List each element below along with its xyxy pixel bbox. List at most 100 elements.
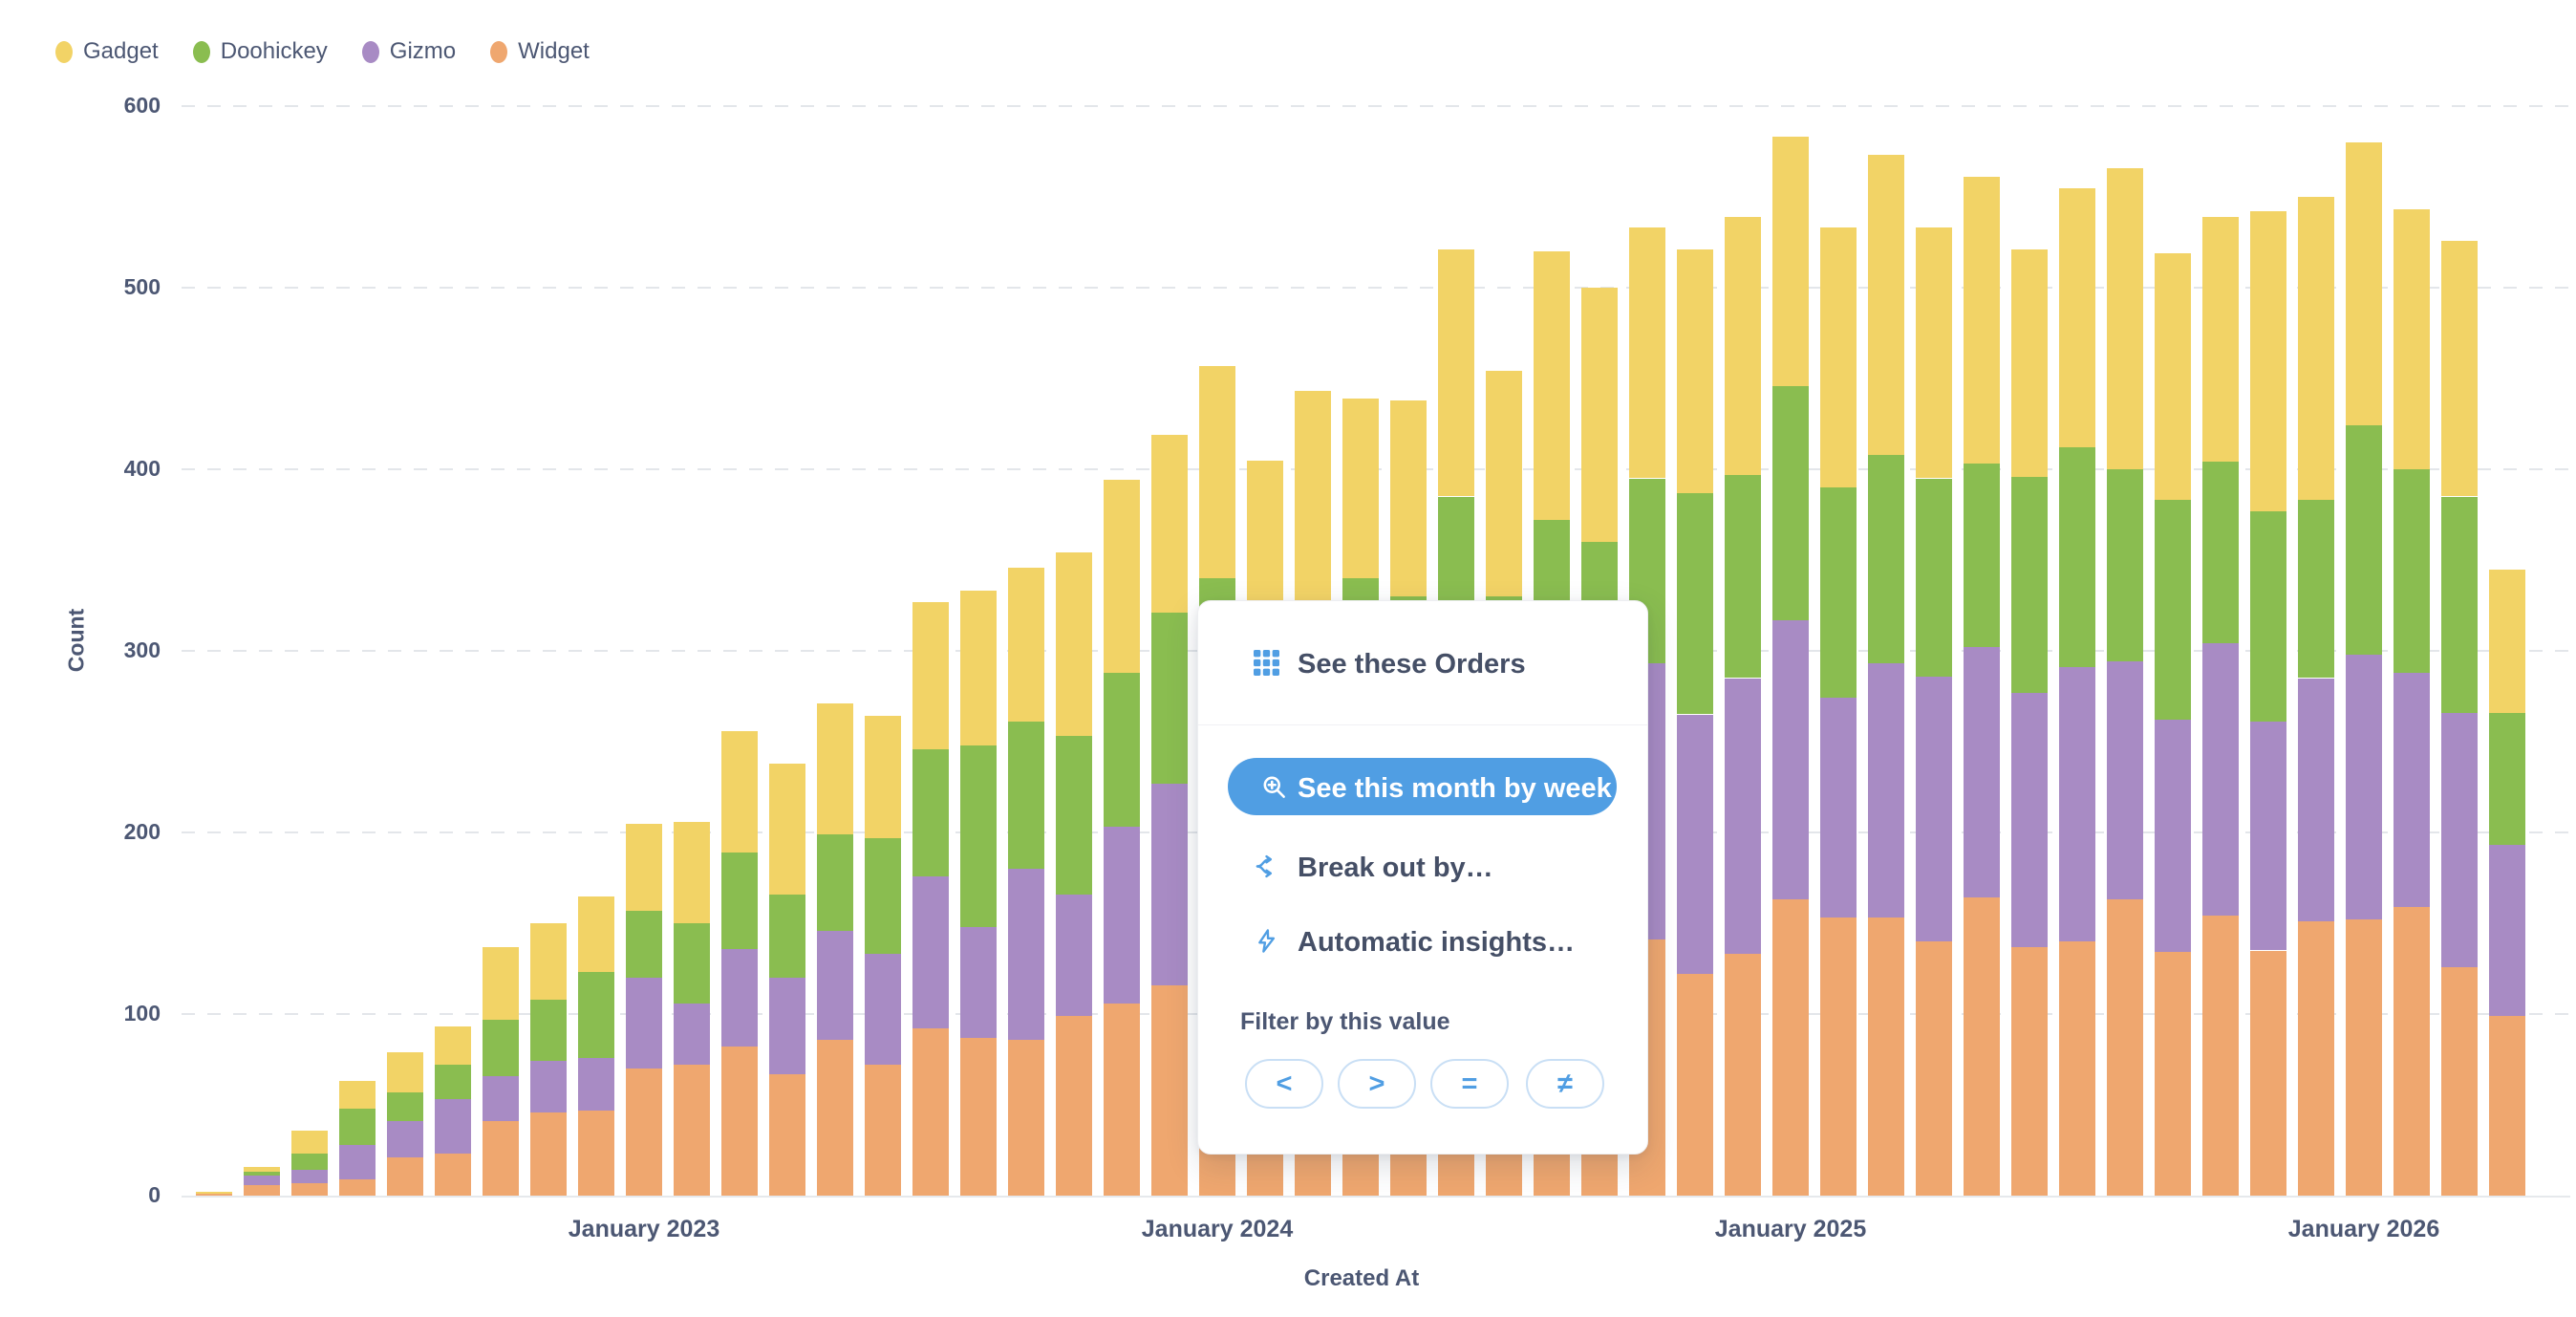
bar-segment-gadget-may-2024[interactable] bbox=[1390, 399, 1427, 596]
bar-segment-gadget-mar-2024[interactable] bbox=[1295, 391, 1331, 606]
bar-segment-gizmo-feb-2023[interactable] bbox=[674, 1003, 710, 1066]
filter-op-less-than-button[interactable]: < bbox=[1245, 1059, 1323, 1109]
bar-segment-doohickey-jan-2025[interactable] bbox=[1772, 385, 1809, 620]
bar-segment-gizmo-dec-2024[interactable] bbox=[1725, 678, 1761, 955]
legend-item-widget[interactable]: Widget bbox=[490, 38, 590, 65]
bar-segment-gadget-feb-2026[interactable] bbox=[2394, 209, 2430, 469]
bar-segment-gadget-nov-2024[interactable] bbox=[1677, 249, 1713, 493]
bar-segment-widget-oct-2022[interactable] bbox=[483, 1121, 519, 1196]
bar-segment-doohickey-may-2023[interactable] bbox=[817, 833, 853, 931]
bar-segment-gizmo-apr-2023[interactable] bbox=[769, 978, 805, 1074]
bar-segment-doohickey-feb-2023[interactable] bbox=[674, 923, 710, 1004]
bar-segment-widget-apr-2025[interactable] bbox=[1916, 941, 1952, 1196]
bar-segment-gizmo-feb-2026[interactable] bbox=[2394, 672, 2430, 907]
bar-segment-widget-sep-2022[interactable] bbox=[435, 1154, 471, 1196]
bar-segment-widget-mar-2026[interactable] bbox=[2441, 966, 2478, 1196]
bar-segment-widget-aug-2025[interactable] bbox=[2107, 899, 2143, 1196]
bar-segment-gadget-may-2025[interactable] bbox=[1964, 177, 2000, 464]
see-month-by-week-button[interactable]: See this month by week bbox=[1228, 758, 1617, 815]
filter-op-greater-than-button[interactable]: > bbox=[1338, 1059, 1416, 1109]
bar-segment-gizmo-may-2023[interactable] bbox=[817, 930, 853, 1040]
bar-segment-widget-jan-2025[interactable] bbox=[1772, 899, 1809, 1196]
bar-segment-doohickey-jul-2022[interactable] bbox=[339, 1108, 376, 1145]
legend-item-gizmo[interactable]: Gizmo bbox=[361, 38, 456, 65]
bar-segment-doohickey-oct-2023[interactable] bbox=[1056, 736, 1092, 895]
bar-segment-gizmo-jul-2023[interactable] bbox=[912, 875, 949, 1029]
bar-segment-widget-apr-2026[interactable] bbox=[2489, 1015, 2525, 1196]
bar-segment-gadget-apr-2023[interactable] bbox=[769, 763, 805, 895]
bar-segment-doohickey-aug-2022[interactable] bbox=[387, 1091, 423, 1122]
bar-segment-widget-dec-2022[interactable] bbox=[578, 1110, 614, 1196]
bar-segment-doohickey-oct-2022[interactable] bbox=[483, 1019, 519, 1076]
bar-segment-doohickey-feb-2025[interactable] bbox=[1820, 487, 1857, 699]
bar-segment-widget-feb-2026[interactable] bbox=[2394, 906, 2430, 1196]
bar-segment-gizmo-may-2025[interactable] bbox=[1964, 647, 2000, 898]
bar-segment-doohickey-mar-2023[interactable] bbox=[721, 852, 758, 949]
bar-segment-doohickey-mar-2025[interactable] bbox=[1868, 454, 1904, 664]
bar-segment-widget-sep-2025[interactable] bbox=[2155, 952, 2191, 1196]
bar-segment-widget-dec-2023[interactable] bbox=[1151, 984, 1188, 1196]
bar-segment-doohickey-dec-2024[interactable] bbox=[1725, 474, 1761, 679]
bar-segment-gadget-sep-2022[interactable] bbox=[435, 1026, 471, 1066]
bar-segment-doohickey-jul-2023[interactable] bbox=[912, 748, 949, 876]
bar-segment-gadget-jan-2025[interactable] bbox=[1772, 137, 1809, 386]
bar-segment-gadget-nov-2022[interactable] bbox=[530, 923, 567, 1000]
bar-segment-gizmo-jun-2022[interactable] bbox=[291, 1170, 328, 1183]
bar-segment-gizmo-sep-2023[interactable] bbox=[1008, 869, 1044, 1040]
bar-segment-doohickey-nov-2023[interactable] bbox=[1104, 672, 1140, 828]
bar-segment-doohickey-jan-2026[interactable] bbox=[2346, 425, 2382, 655]
bar-segment-widget-apr-2023[interactable] bbox=[769, 1073, 805, 1196]
bar-segment-gadget-dec-2023[interactable] bbox=[1151, 434, 1188, 614]
bar-segment-gizmo-jan-2026[interactable] bbox=[2346, 654, 2382, 920]
filter-op-equals-button[interactable]: = bbox=[1430, 1059, 1509, 1109]
bar-segment-widget-nov-2022[interactable] bbox=[530, 1112, 567, 1196]
bar-segment-gadget-jun-2024[interactable] bbox=[1438, 249, 1474, 497]
bar-segment-gadget-jun-2023[interactable] bbox=[865, 716, 901, 838]
bar-segment-gadget-aug-2023[interactable] bbox=[960, 591, 997, 745]
bar-segment-widget-feb-2025[interactable] bbox=[1820, 918, 1857, 1196]
bar-segment-doohickey-dec-2025[interactable] bbox=[2298, 500, 2334, 679]
bar-segment-widget-oct-2023[interactable] bbox=[1056, 1015, 1092, 1196]
bar-segment-doohickey-mar-2026[interactable] bbox=[2441, 496, 2478, 713]
bar-segment-gadget-apr-2024[interactable] bbox=[1342, 398, 1379, 578]
bar-segment-doohickey-dec-2023[interactable] bbox=[1151, 613, 1188, 784]
bar-segment-doohickey-dec-2022[interactable] bbox=[578, 972, 614, 1058]
bar-segment-gadget-dec-2024[interactable] bbox=[1725, 216, 1761, 475]
bar-segment-gizmo-nov-2025[interactable] bbox=[2250, 722, 2286, 951]
bar-segment-widget-nov-2024[interactable] bbox=[1677, 974, 1713, 1196]
bar-segment-gizmo-jan-2025[interactable] bbox=[1772, 619, 1809, 900]
bar-segment-doohickey-jun-2022[interactable] bbox=[291, 1154, 328, 1171]
bar-segment-doohickey-sep-2022[interactable] bbox=[435, 1065, 471, 1100]
bar-segment-doohickey-nov-2025[interactable] bbox=[2250, 510, 2286, 723]
legend-item-doohickey[interactable]: Doohickey bbox=[192, 38, 328, 65]
bar-segment-widget-jun-2022[interactable] bbox=[291, 1182, 328, 1196]
bar-segment-gadget-oct-2022[interactable] bbox=[483, 946, 519, 1020]
bar-segment-doohickey-may-2022[interactable] bbox=[244, 1172, 280, 1177]
bar-segment-gadget-nov-2023[interactable] bbox=[1104, 480, 1140, 673]
bar-segment-gizmo-aug-2022[interactable] bbox=[387, 1121, 423, 1158]
bar-segment-gizmo-jan-2023[interactable] bbox=[626, 978, 662, 1069]
bar-segment-widget-jun-2025[interactable] bbox=[2011, 946, 2048, 1196]
bar-segment-doohickey-apr-2025[interactable] bbox=[1916, 478, 1952, 677]
bar-segment-doohickey-aug-2023[interactable] bbox=[960, 745, 997, 927]
bar-segment-gizmo-aug-2023[interactable] bbox=[960, 926, 997, 1038]
bar-segment-widget-aug-2022[interactable] bbox=[387, 1157, 423, 1196]
bar-segment-gadget-may-2023[interactable] bbox=[817, 703, 853, 834]
bar-segment-gadget-apr-2025[interactable] bbox=[1916, 227, 1952, 479]
bar-segment-gizmo-jun-2023[interactable] bbox=[865, 954, 901, 1066]
bar-segment-gizmo-jul-2022[interactable] bbox=[339, 1144, 376, 1179]
bar-segment-gadget-mar-2023[interactable] bbox=[721, 730, 758, 853]
bar-segment-widget-jul-2023[interactable] bbox=[912, 1028, 949, 1196]
bar-segment-gadget-jun-2022[interactable] bbox=[291, 1130, 328, 1155]
bar-segment-gizmo-apr-2026[interactable] bbox=[2489, 845, 2525, 1016]
bar-segment-gadget-oct-2025[interactable] bbox=[2202, 216, 2239, 463]
bar-segment-doohickey-apr-2026[interactable] bbox=[2489, 712, 2525, 846]
bar-segment-widget-jan-2023[interactable] bbox=[626, 1069, 662, 1196]
bar-segment-gizmo-jun-2025[interactable] bbox=[2011, 692, 2048, 947]
bar-segment-doohickey-apr-2023[interactable] bbox=[769, 894, 805, 978]
bar-segment-widget-jan-2026[interactable] bbox=[2346, 919, 2382, 1196]
bar-segment-gadget-may-2022[interactable] bbox=[244, 1166, 280, 1173]
bar-segment-gadget-jul-2023[interactable] bbox=[912, 601, 949, 749]
bar-segment-gizmo-mar-2025[interactable] bbox=[1868, 663, 1904, 918]
bar-segment-gizmo-jul-2025[interactable] bbox=[2059, 667, 2095, 941]
